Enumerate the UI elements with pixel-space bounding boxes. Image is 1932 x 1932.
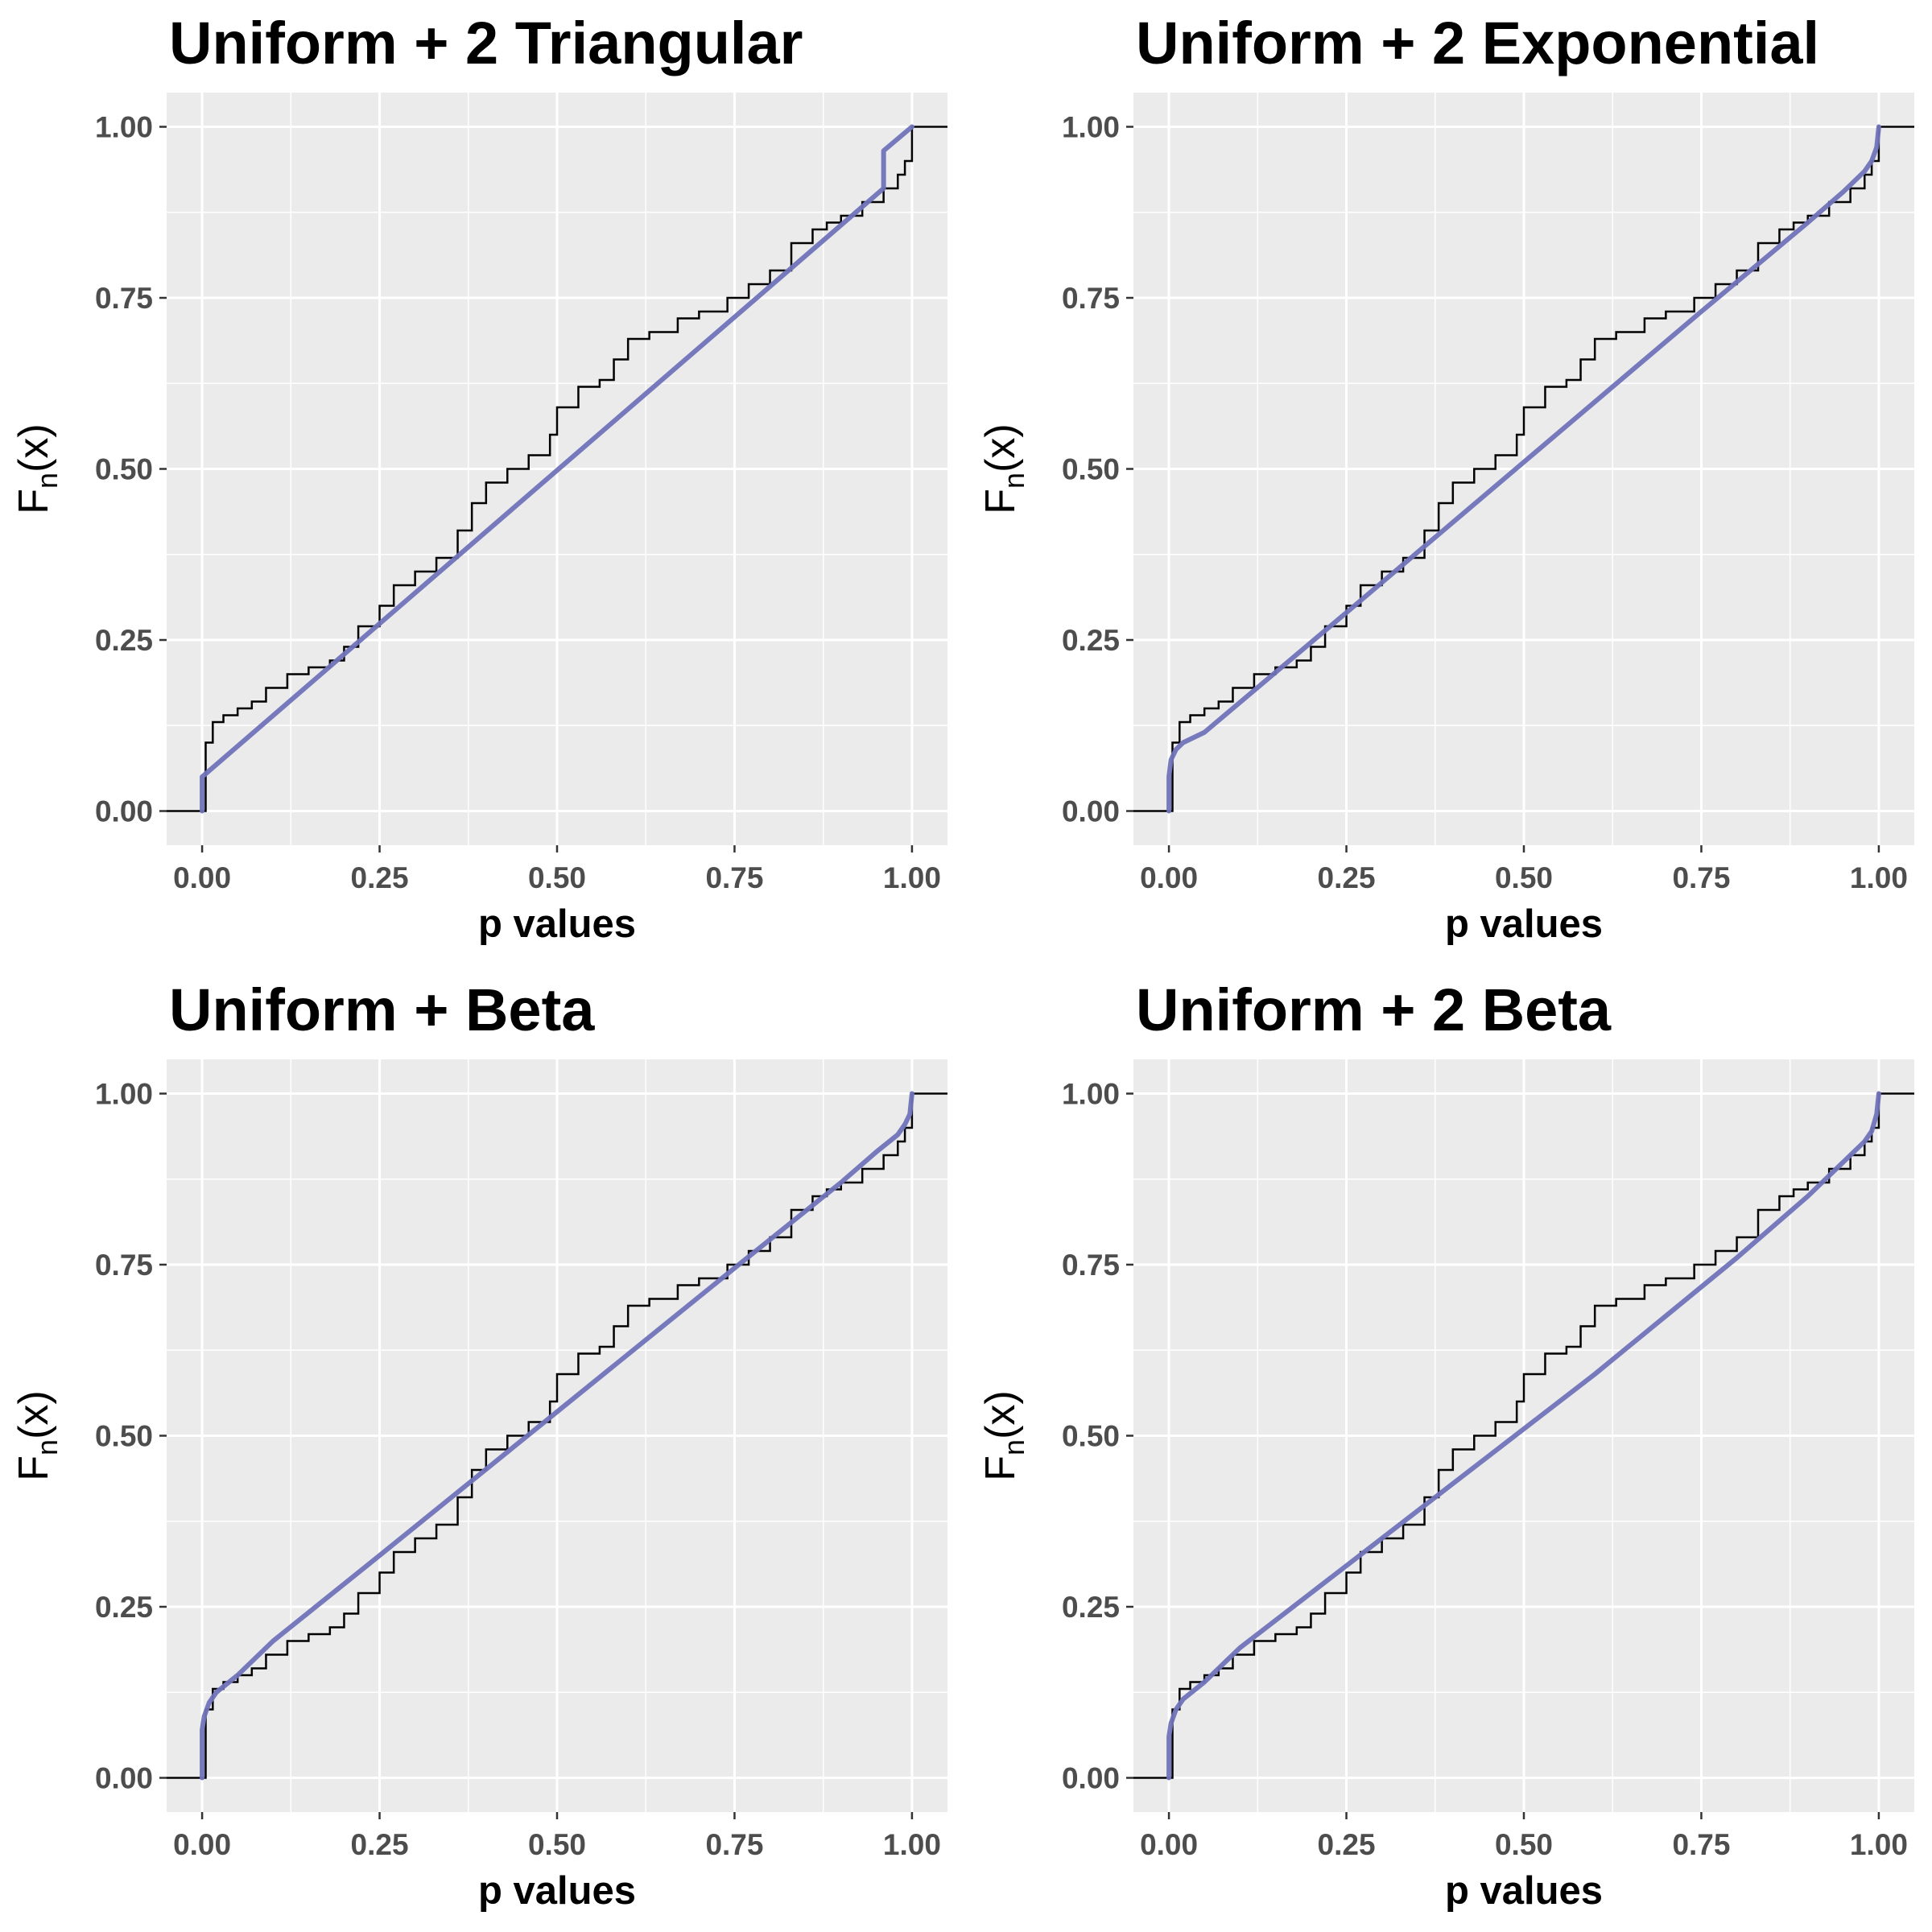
y-tick-label: 0.50 (1062, 1420, 1120, 1453)
y-tick-label: 0.75 (1062, 282, 1120, 315)
chart-panel-2: 0.00 0.25 0.50 0.75 1.00 0.00 0.25 0.50 0.75 1.00… (977, 10, 1914, 946)
y-tick-label: 0.00 (95, 1762, 153, 1795)
x-tick-label: 1.00 (1850, 861, 1908, 894)
x-tick-label: 0.50 (528, 1828, 586, 1861)
x-axis-title: p values (478, 1869, 636, 1913)
chart-panel-1: 0.00 0.25 0.50 0.75 1.00 0.00 0.25 0.50 0.75 1.00… (10, 10, 947, 946)
x-tick-label: 0.00 (1140, 861, 1198, 894)
x-tick-label: 0.25 (351, 861, 409, 894)
x-tick-label: 0.00 (173, 861, 231, 894)
x-tick-label: 0.25 (1318, 1828, 1376, 1861)
x-tick-label: 0.75 (1672, 861, 1730, 894)
y-axis-title-main: F (977, 489, 1024, 514)
y-axis-title: Fn(x) (977, 423, 1030, 514)
x-tick-label: 0.25 (351, 1828, 409, 1861)
x-tick-label: 1.00 (883, 861, 941, 894)
y-tick-label: 0.50 (95, 453, 153, 486)
x-tick-label: 0.00 (1140, 1828, 1198, 1861)
fitted-cdf-line (1166, 124, 1881, 814)
y-axis-title: Fn(x) (977, 1390, 1030, 1480)
y-tick-label: 0.50 (95, 1420, 153, 1453)
y-tick-label: 1.00 (95, 111, 153, 144)
y-tick-label: 0.75 (1062, 1249, 1120, 1282)
y-axis-title-argument: (x) (977, 423, 1024, 473)
x-tick-label: 0.75 (1672, 1828, 1730, 1861)
y-tick-label: 0.75 (95, 1249, 153, 1282)
y-axis-title-subscript: n (31, 473, 64, 489)
panel-title: Uniform + 2 Exponential (1136, 10, 1819, 76)
chart-panel-4: 0.00 0.25 0.50 0.75 1.00 0.00 0.25 0.50 0.75 1.00… (977, 976, 1914, 1913)
y-axis-title-argument: (x) (10, 423, 57, 473)
y-tick-label: 1.00 (1062, 111, 1120, 144)
fitted-cdf-line (200, 1091, 914, 1781)
y-axis-title: Fn(x) (10, 423, 64, 514)
chart-panel-3: 0.00 0.25 0.50 0.75 1.00 0.00 0.25 0.50 0.75 1.00… (10, 976, 947, 1913)
x-axis-title: p values (1445, 1869, 1603, 1913)
fitted-cdf-line (200, 124, 914, 814)
y-axis-title-subscript: n (997, 473, 1030, 489)
fitted-cdf-line (1166, 1091, 1881, 1781)
empirical-cdf-line (167, 126, 947, 812)
y-tick-label: 0.25 (95, 1591, 153, 1624)
y-tick-label: 0.25 (1062, 624, 1120, 657)
y-tick-label: 1.00 (1062, 1078, 1120, 1111)
empirical-cdf-line (1133, 1092, 1914, 1779)
y-axis-title-main: F (10, 1455, 57, 1481)
y-axis-title-main: F (10, 489, 57, 514)
x-axis-title: p values (478, 902, 636, 946)
y-tick-label: 0.50 (1062, 453, 1120, 486)
y-tick-label: 0.75 (95, 282, 153, 315)
x-tick-label: 0.75 (705, 1828, 763, 1861)
x-tick-label: 0.75 (705, 861, 763, 894)
y-tick-label: 0.25 (95, 624, 153, 657)
y-tick-label: 1.00 (95, 1078, 153, 1111)
y-axis-title-main: F (977, 1455, 1024, 1481)
x-tick-label: 0.50 (1495, 861, 1553, 894)
y-tick-label: 0.25 (1062, 1591, 1120, 1624)
y-tick-label: 0.00 (1062, 1762, 1120, 1795)
panel-title: Uniform + 2 Beta (1136, 976, 1612, 1043)
y-tick-label: 0.00 (1062, 795, 1120, 828)
x-axis-title: p values (1445, 902, 1603, 946)
y-axis-title-argument: (x) (977, 1390, 1024, 1439)
x-tick-label: 0.00 (173, 1828, 231, 1861)
y-axis-title-subscript: n (997, 1439, 1030, 1455)
y-axis-title: Fn(x) (10, 1390, 64, 1480)
y-axis-title-argument: (x) (10, 1390, 57, 1439)
x-tick-label: 0.25 (1318, 861, 1376, 894)
x-tick-label: 1.00 (1850, 1828, 1908, 1861)
y-tick-label: 0.00 (95, 795, 153, 828)
x-tick-label: 0.50 (528, 861, 586, 894)
panel-title: Uniform + 2 Triangular (169, 10, 803, 76)
y-axis-title-subscript: n (31, 1439, 64, 1455)
panel-title: Uniform + Beta (169, 976, 595, 1043)
x-tick-label: 0.50 (1495, 1828, 1553, 1861)
x-tick-label: 1.00 (883, 1828, 941, 1861)
